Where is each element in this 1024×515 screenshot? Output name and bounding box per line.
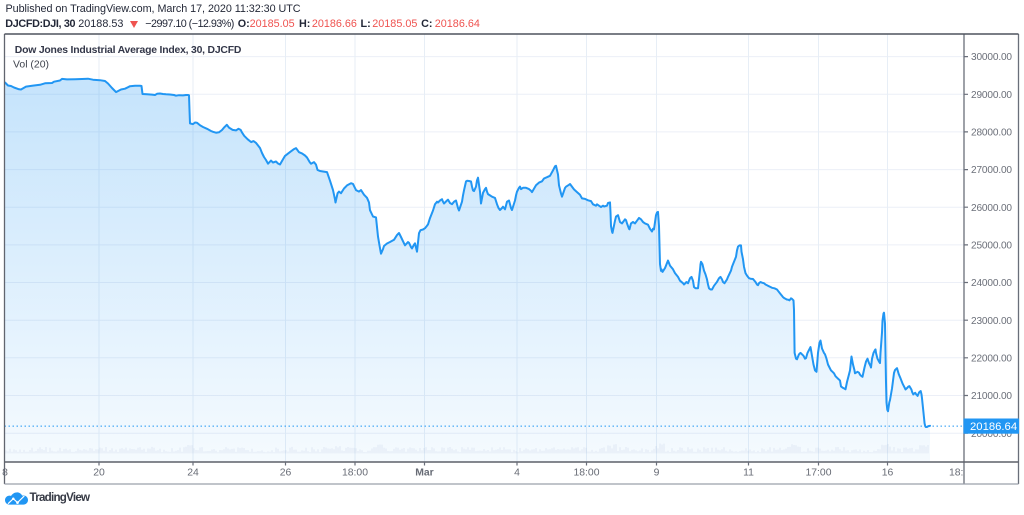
svg-text:26: 26 [280,468,292,479]
svg-text:21000.00: 21000.00 [971,391,1012,402]
svg-text:20186.64: 20186.64 [970,421,1017,433]
svg-text:26000.00: 26000.00 [971,203,1012,214]
svg-text:16: 16 [882,468,894,479]
svg-text:20000.00: 20000.00 [971,429,1012,440]
svg-text:25000.00: 25000.00 [971,241,1012,252]
svg-text:27000.00: 27000.00 [971,165,1012,176]
svg-text:18:00: 18:00 [573,468,599,479]
svg-text:Vol (20): Vol (20) [13,59,49,70]
svg-text:23000.00: 23000.00 [971,316,1012,327]
svg-text:11: 11 [743,468,754,479]
svg-text:18:00: 18:00 [342,468,368,479]
svg-text:Mar: Mar [415,468,433,479]
svg-text:28000.00: 28000.00 [971,128,1012,139]
svg-text:18:: 18: [949,468,963,479]
svg-text:24: 24 [187,468,199,479]
svg-text:9: 9 [654,468,660,479]
svg-text:29000.00: 29000.00 [971,90,1012,101]
svg-text:22000.00: 22000.00 [971,353,1012,364]
svg-text:4: 4 [514,468,520,479]
svg-text:30000.00: 30000.00 [971,52,1012,63]
svg-text:17:00: 17:00 [805,468,831,479]
svg-text:Dow Jones Industrial Average I: Dow Jones Industrial Average Index, 30, … [15,45,242,56]
svg-text:24000.00: 24000.00 [971,278,1012,289]
svg-text:8: 8 [2,468,8,479]
svg-text:20: 20 [93,468,105,479]
